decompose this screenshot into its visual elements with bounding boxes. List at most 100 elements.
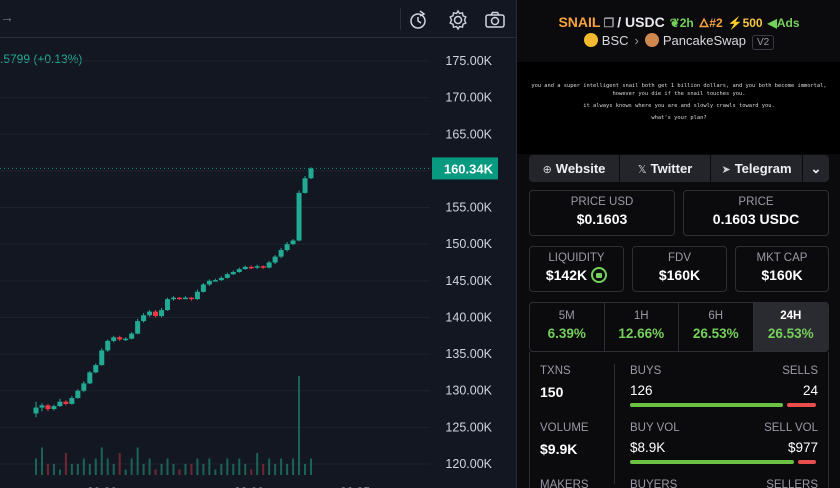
candle-body: [200, 284, 206, 292]
tab-24h[interactable]: 24H 26.53%: [753, 303, 828, 351]
candle-body: [153, 311, 159, 316]
candle-body: [93, 365, 99, 373]
y-axis-tick-label: 165.00K: [445, 127, 492, 141]
quote-token-symbol: USDC: [625, 14, 665, 30]
gear-icon[interactable]: [446, 8, 470, 32]
candle-body: [51, 406, 57, 410]
sells-value: 24: [802, 383, 818, 398]
telegram-icon: ➤: [721, 164, 731, 176]
dex-name[interactable]: PancakeSwap: [662, 33, 746, 48]
price-chart-pane[interactable]: → .5799 (+0.13%) 175.00K 170.00K 165.00K 16…: [0, 0, 516, 488]
candle-body: [33, 407, 39, 414]
candle-body: [212, 280, 218, 282]
candle-body: [302, 178, 308, 193]
volume-bar: [35, 458, 37, 475]
lock-icon[interactable]: [591, 267, 608, 283]
dex-version-badge: V2: [751, 35, 775, 50]
copy-icon[interactable]: ❐: [603, 16, 615, 30]
candle-body: [224, 274, 230, 278]
trending-rank[interactable]: #2: [709, 16, 723, 30]
bsc-chain-icon: [583, 33, 598, 47]
txns-label: TXNS: [540, 365, 571, 377]
volume-bar: [286, 464, 289, 475]
candle-body: [39, 405, 45, 408]
website-label: Website: [555, 161, 606, 176]
fdv-label: FDV: [668, 252, 691, 264]
volume-bar: [154, 469, 157, 475]
volume-bar: [250, 469, 253, 475]
website-link[interactable]: ⊕ Website: [529, 155, 620, 182]
volume-bar: [136, 447, 139, 475]
y-axis-tick-label: 155.00K: [445, 201, 492, 215]
tab-label: 5M: [558, 310, 575, 322]
volume-bar: [292, 458, 295, 475]
candlestick-chart[interactable]: 175.00K170.00K165.00K160.00K155.00K150.0…: [0, 38, 516, 488]
volume-bar: [46, 464, 49, 475]
volume-bar: [160, 464, 163, 475]
candle-body: [99, 350, 105, 366]
y-axis-tick-label: 170.00K: [445, 91, 492, 105]
volume-bar: [88, 464, 91, 475]
tab-1h[interactable]: 1H 12.66%: [605, 303, 679, 351]
timeframe-tabs: 5M 6.39% 1H 12.66% 6H 26.53% 24H 26.53%: [529, 302, 829, 352]
volume-bar: [76, 464, 79, 475]
price-usd-card: PRICE USD $0.1603: [529, 190, 675, 236]
volume-bar: [112, 464, 115, 475]
chain-name[interactable]: BSC: [601, 33, 629, 48]
volume-bar: [40, 447, 43, 475]
camera-icon[interactable]: [483, 8, 507, 32]
candle-body: [111, 337, 117, 341]
fdv-value: $160K: [658, 267, 701, 283]
more-links-button[interactable]: ⌄: [803, 155, 829, 182]
tab-change-value: 12.66%: [618, 326, 665, 341]
telegram-link[interactable]: ➤ Telegram: [711, 155, 803, 182]
candle-body: [284, 244, 290, 251]
stats-divider: [614, 364, 615, 484]
tab-5m[interactable]: 5M 6.39%: [530, 303, 605, 351]
candle-body: [272, 256, 278, 263]
tab-change-value: 26.53%: [692, 326, 739, 341]
liquidity-value: $142K: [545, 267, 588, 283]
volume-bar: [106, 458, 109, 475]
volume-bar: [118, 453, 121, 475]
buys-ratio-bar: [630, 403, 783, 407]
candle-body: [296, 192, 302, 241]
twitter-link[interactable]: 𝕏 Twitter: [620, 155, 711, 182]
volume-bar: [82, 458, 85, 475]
buy-vol-value: $8.9K: [630, 440, 666, 455]
volume-bar: [58, 469, 61, 475]
volume-bar: [262, 464, 265, 475]
candle-body: [129, 333, 135, 339]
tab-6h[interactable]: 6H 26.53%: [679, 303, 754, 351]
candle-body: [63, 401, 69, 404]
candle-body: [81, 383, 87, 391]
volume-bar: [268, 458, 271, 475]
tab-label: 1H: [633, 310, 649, 322]
candle-body: [182, 297, 188, 300]
volume-bar: [214, 469, 217, 475]
replay-clock-icon[interactable]: [407, 8, 431, 32]
volume-bar: [298, 376, 301, 475]
volume-bar: [232, 464, 235, 475]
current-price-label: 160.34K: [444, 161, 494, 176]
base-token-symbol[interactable]: SNAIL: [558, 14, 601, 30]
boost-count[interactable]: 500: [742, 16, 763, 30]
sell-vol-label: SELL VOL: [764, 422, 818, 434]
y-axis-tick-label: 135.00K: [445, 347, 492, 361]
volume-bar: [190, 464, 193, 475]
ads-label[interactable]: Ads: [776, 16, 800, 30]
market-cap-card: MKT CAP $160K: [735, 246, 829, 292]
volume-bar: [184, 464, 187, 475]
volume-label: VOLUME: [540, 422, 589, 434]
y-axis-tick-label: 130.00K: [445, 384, 492, 398]
token-info-panel: SNAIL ❐ / USDC ❦2h 🜂#2 ⚡500 ◀Ads BSC › PancakeSw…: [516, 0, 840, 488]
candle-body: [165, 299, 171, 311]
volume-bar: [244, 464, 247, 475]
pair-header: SNAIL ❐ / USDC ❦2h 🜂#2 ⚡500 ◀Ads: [517, 9, 840, 34]
arrow-right-icon[interactable]: →: [0, 9, 14, 25]
globe-icon: ⊕: [542, 164, 552, 176]
chart-toolbar: →: [0, 0, 516, 38]
volume-bar: [94, 458, 97, 475]
volume-bar: [202, 464, 205, 475]
